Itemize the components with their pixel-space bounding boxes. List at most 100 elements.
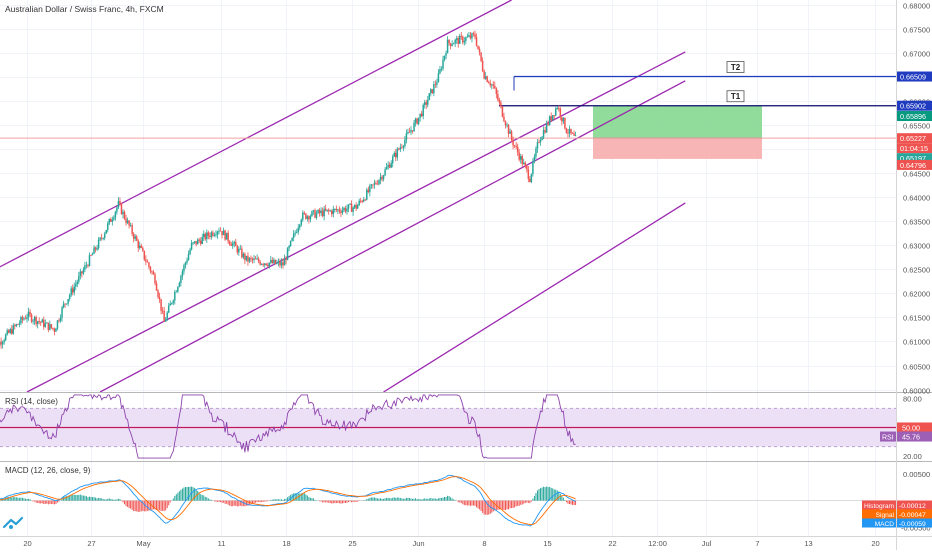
candle-body (232, 244, 234, 246)
candle-body (293, 233, 295, 237)
price-tick-label: 0.62000 (903, 290, 930, 299)
candle-body (160, 299, 162, 311)
price-axis-badge-text: 0.65227 (900, 134, 926, 143)
candle-body (550, 116, 552, 120)
candle-body (407, 132, 409, 133)
candle-body (398, 149, 400, 150)
candle-body (375, 183, 377, 184)
candle-body (265, 264, 267, 266)
candle-body (456, 38, 458, 40)
candle-body (20, 317, 22, 323)
candle-body (197, 240, 199, 245)
candle-body (185, 263, 187, 265)
candle-body (227, 233, 229, 241)
candle-body (73, 286, 75, 292)
stop-loss-zone[interactable] (593, 138, 762, 159)
candle-body (209, 236, 211, 237)
time-tick-label: 18 (282, 539, 290, 548)
candle-body (537, 142, 539, 148)
candle-body (451, 44, 453, 46)
price-axis-badge-text: 0.65902 (900, 102, 926, 111)
candle-body (422, 105, 424, 116)
candle-body (429, 93, 431, 100)
candle-body (409, 132, 411, 133)
candle-body (162, 311, 164, 312)
candle-body (502, 106, 504, 116)
candle-body (121, 204, 123, 215)
candle-body (261, 264, 263, 265)
candle-body (363, 200, 365, 202)
candle-body (285, 259, 287, 260)
candle-body (540, 140, 542, 142)
candle-body (334, 209, 336, 210)
candle-body (221, 231, 223, 235)
candle-body (549, 116, 551, 124)
candle-body (183, 265, 185, 271)
candle-body (5, 335, 7, 341)
candle-body (485, 76, 487, 78)
candle-body (223, 230, 225, 235)
candle-body (26, 317, 28, 319)
candle-body (307, 216, 309, 219)
candle-body (127, 221, 129, 223)
candle-body (208, 232, 210, 235)
candle-body (169, 304, 171, 306)
candle-body (425, 102, 427, 104)
candle-body (154, 274, 156, 283)
candle-body (67, 299, 69, 304)
price-tick-label: 0.68000 (903, 2, 930, 11)
candle-body (78, 276, 80, 282)
candle-body (253, 259, 255, 260)
profit-zone[interactable] (593, 106, 762, 138)
candle-body (49, 324, 51, 330)
candle-body (518, 152, 520, 159)
candle-body (141, 246, 143, 248)
rsi-name-badge-text: RSI (882, 435, 894, 442)
candle-body (259, 262, 261, 265)
candle-body (189, 250, 191, 255)
price-tick-label: 0.64500 (903, 170, 930, 179)
candle-body (432, 89, 434, 93)
candle-body (70, 288, 72, 295)
candle-body (439, 69, 441, 73)
candle-body (282, 262, 284, 265)
candle-body (563, 118, 565, 122)
candle-body (214, 235, 216, 236)
time-tick-label: 11 (218, 539, 226, 548)
candle-body (413, 123, 415, 131)
candle-body (144, 251, 146, 260)
candle-body (28, 312, 30, 317)
candle-body (241, 249, 243, 258)
candle-body (238, 249, 240, 253)
candle-body (252, 259, 254, 260)
candle-body (448, 40, 450, 43)
candle-body (447, 40, 449, 53)
candle-body (381, 177, 383, 180)
candle-body (247, 256, 249, 262)
long-position-tool[interactable] (593, 106, 762, 159)
candle-body (43, 320, 45, 327)
candle-body (544, 130, 546, 132)
candle-body (195, 241, 197, 244)
candle-body (198, 240, 200, 241)
candle-body (171, 303, 173, 304)
candle-body (6, 330, 8, 334)
candle-body (98, 240, 100, 249)
candle-body (130, 225, 132, 226)
candle-body (433, 84, 435, 93)
macd-title: MACD (12, 26, close, 9) (5, 466, 91, 475)
candle-body (147, 262, 149, 263)
candle-body (58, 320, 60, 321)
candle-body (8, 330, 10, 332)
candle-body (104, 234, 106, 238)
candle-body (41, 320, 43, 323)
candle-body (387, 165, 389, 167)
candle-body (329, 211, 331, 212)
candle-body (461, 36, 463, 37)
candle-body (534, 157, 536, 161)
time-tick-label: 20 (23, 539, 31, 548)
candle-body (486, 76, 488, 82)
time-tick-label: 12:00 (648, 539, 667, 548)
